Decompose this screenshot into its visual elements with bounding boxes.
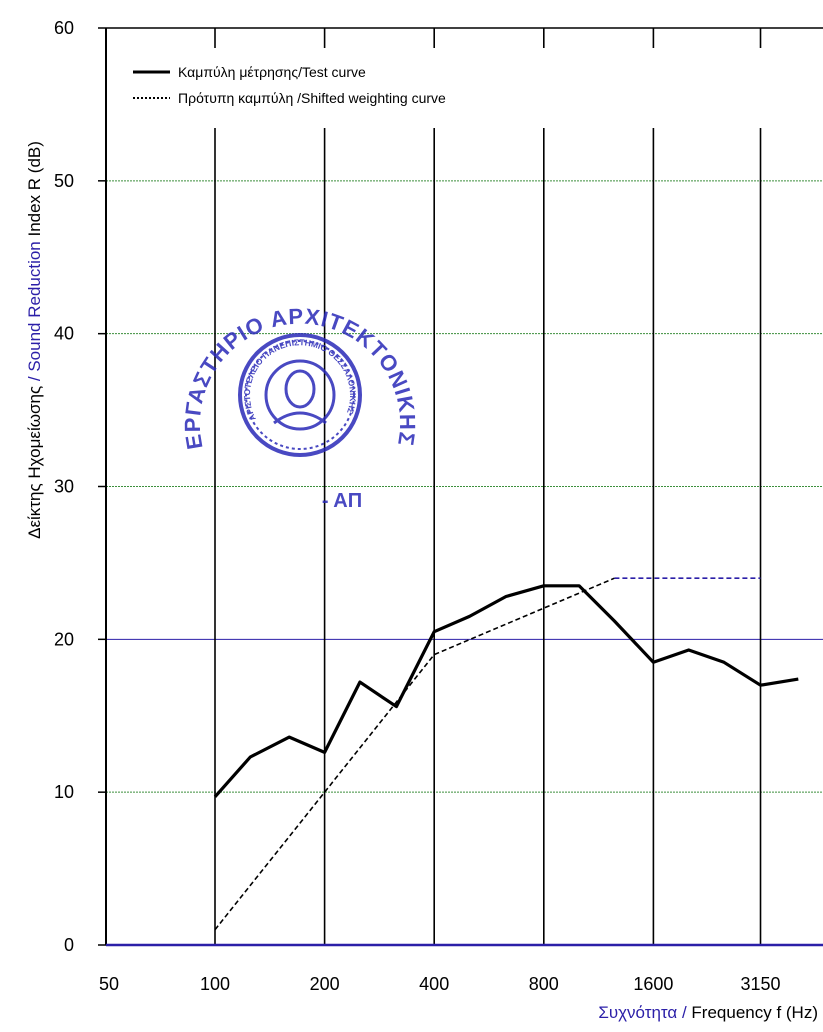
seal-inner-ring (238, 333, 362, 457)
x-tick-label-1600: 1600 (633, 974, 673, 994)
x-tick-label-200: 200 (310, 974, 340, 994)
grid-layer (106, 28, 823, 945)
x-tick-label-800: 800 (529, 974, 559, 994)
y-tick-label-10: 10 (54, 782, 74, 802)
legend-label-1: Πρότυπη καμπύλη /Shifted weighting curve (178, 90, 446, 106)
x-tick-label-3150: 3150 (740, 974, 780, 994)
axis-layer (98, 27, 823, 947)
label-layer: 0 10 20 30 40 50 60 50 100 200 400 800 1600 3150 Συχνό… (25, 18, 818, 1022)
y-tick-label-60: 60 (54, 18, 74, 38)
series-line-1 (214, 577, 615, 931)
y-tick-label-0: 0 (64, 935, 74, 955)
x-tick-label-50: 50 (99, 974, 119, 994)
legend: Καμπύλη μέτρησης/Test curve Πρότυπη καμπύ… (133, 64, 446, 106)
seal-dotted-ring (245, 340, 355, 450)
legend-label-0: Καμπύλη μέτρησης/Test curve (178, 64, 366, 80)
y-tick-label-50: 50 (54, 171, 74, 191)
y-tick-label-40: 40 (54, 324, 74, 344)
series-line-0 (213, 584, 799, 798)
y-axis-title: Δείκτης Ηχομείωσης / Sound Reduction Ind… (25, 141, 44, 539)
series-layer (213, 577, 799, 931)
seal-bottom-text: - ΑΠ (322, 490, 362, 512)
x-axis-title: Συχνότητα / Frequency f (Hz) (598, 1003, 818, 1022)
y-tick-label-20: 20 (54, 629, 74, 649)
seal-center-ring (264, 359, 336, 431)
x-tick-label-400: 400 (419, 974, 449, 994)
x-tick-label-100: 100 (200, 974, 230, 994)
seal-portrait-shoulders (273, 411, 327, 425)
seal-portrait-head (284, 369, 316, 409)
y-tick-label-30: 30 (54, 477, 74, 497)
